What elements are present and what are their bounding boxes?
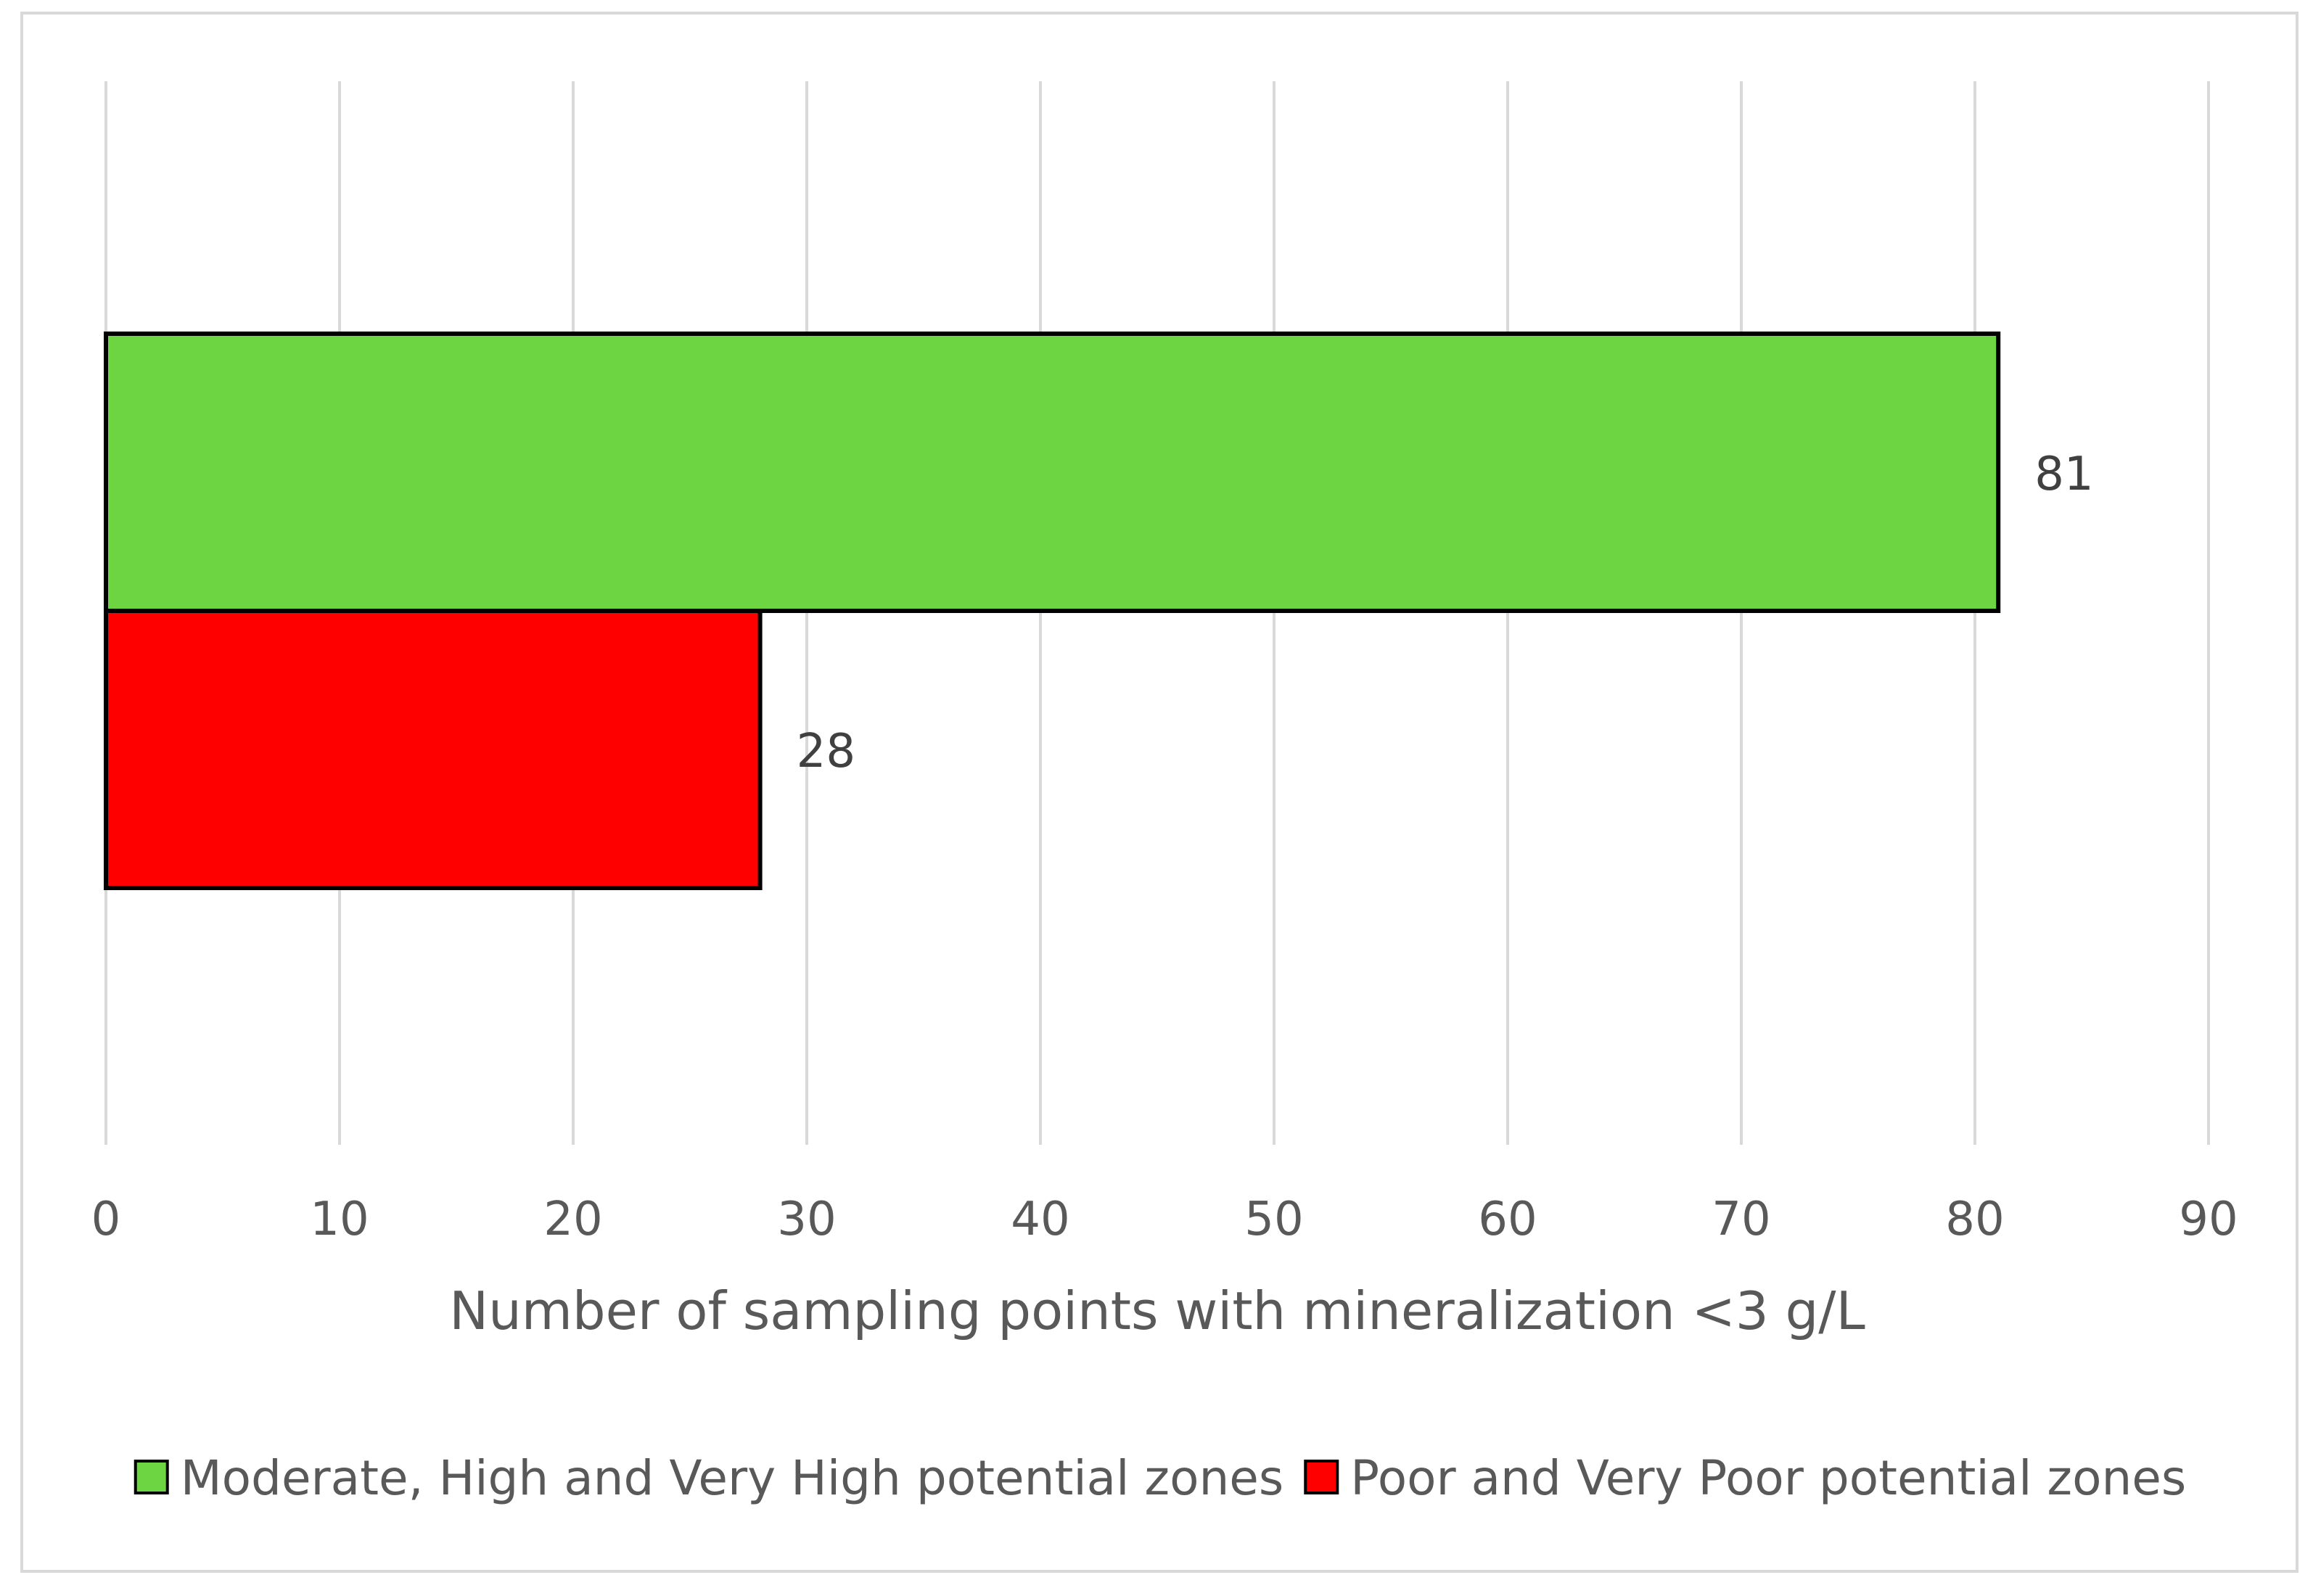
bar-1 (104, 332, 2001, 613)
legend-item: Poor and Very Poor potential zones (1304, 1450, 2186, 1506)
x-tick-label: 60 (1478, 1193, 1537, 1246)
legend-label: Poor and Very Poor potential zones (1350, 1450, 2186, 1506)
x-tick-label: 40 (1011, 1193, 1069, 1246)
x-tick-labels: 0 10 20 30 40 50 60 70 80 90 (91, 1193, 2238, 1246)
legend: Moderate, High and Very High potential z… (133, 1450, 2186, 1506)
x-tick-label: 30 (777, 1193, 836, 1246)
x-tick-label: 0 (91, 1193, 121, 1246)
x-tick-label: 90 (2179, 1193, 2238, 1246)
data-label: 81 (2034, 448, 2093, 501)
legend-item: Moderate, High and Very High potential z… (133, 1450, 1284, 1506)
data-label: 28 (797, 725, 855, 778)
x-axis-label: Number of sampling points with mineraliz… (449, 1280, 1865, 1341)
bars: 81 28 (104, 332, 2094, 890)
x-tick-label: 10 (310, 1193, 369, 1246)
x-tick-label: 20 (543, 1193, 602, 1246)
x-tick-label: 50 (1244, 1193, 1303, 1246)
legend-label: Moderate, High and Very High potential z… (181, 1450, 1284, 1506)
x-tick-label: 70 (1712, 1193, 1770, 1246)
legend-swatch (1304, 1460, 1339, 1494)
bar-2 (104, 609, 763, 890)
legend-swatch (133, 1460, 169, 1494)
x-tick-label: 80 (1945, 1193, 2004, 1246)
